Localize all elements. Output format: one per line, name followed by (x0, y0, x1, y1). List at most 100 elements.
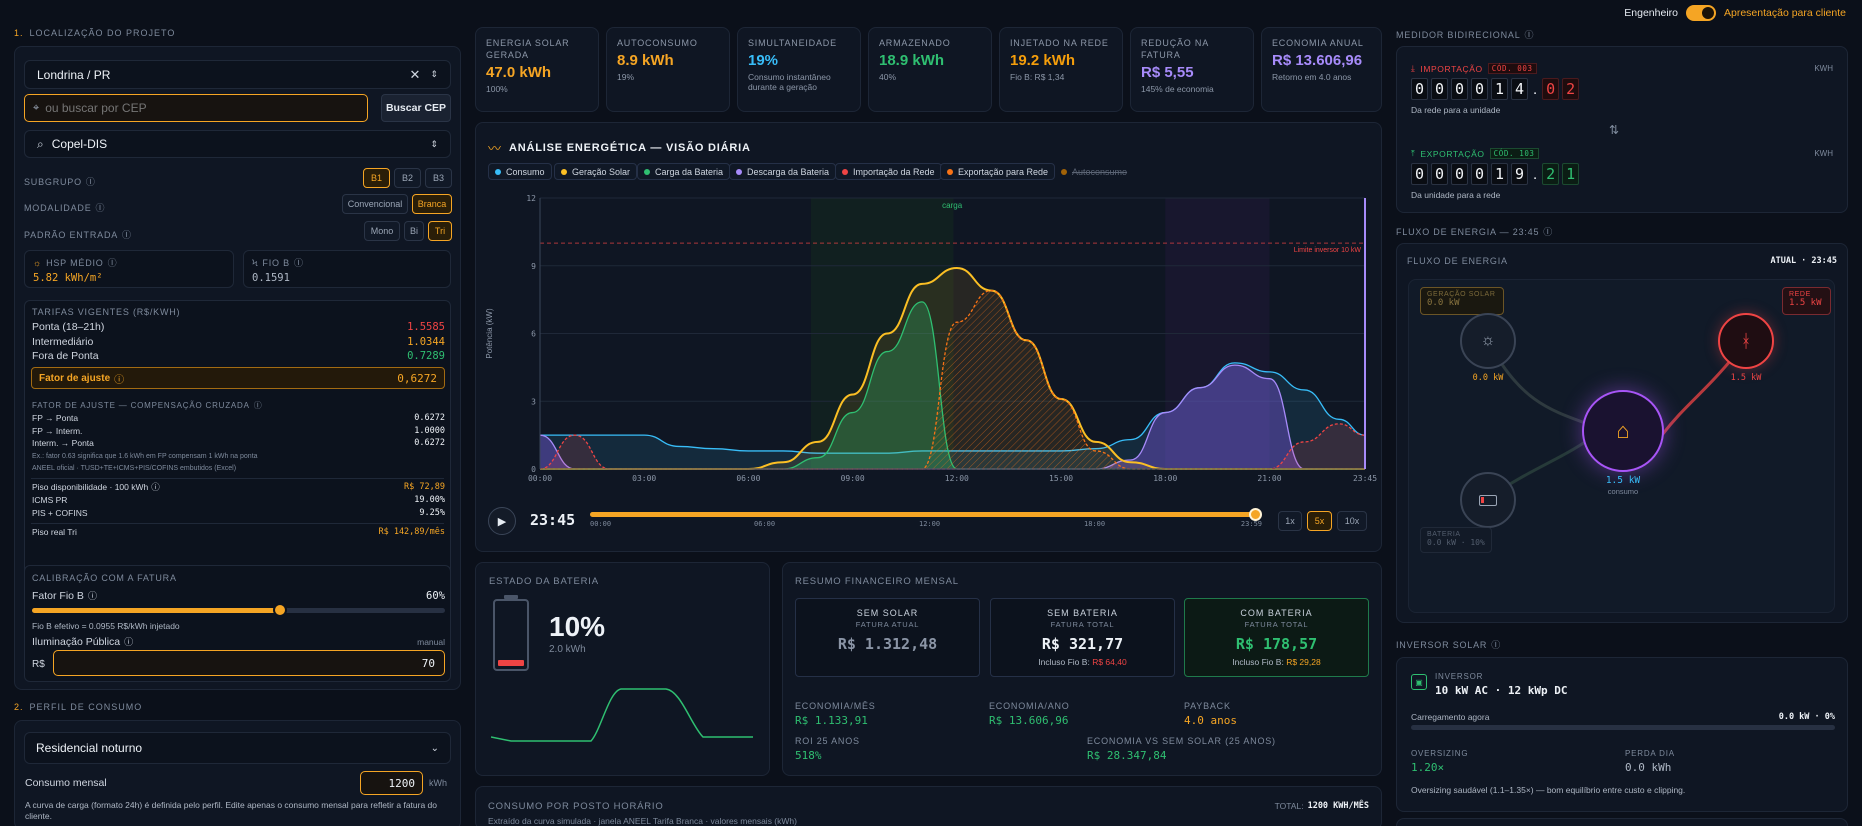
info-icon: ⓘ (1524, 30, 1535, 40)
y-tick-label: 12 (526, 194, 536, 203)
padrao-tri[interactable]: Tri (428, 221, 452, 241)
consumo-note: A curva de carga (formato 24h) é definid… (25, 800, 438, 821)
payback: PAYBACK 4.0 anos (1184, 701, 1237, 727)
info-icon: ⓘ (124, 637, 134, 647)
padrao-label: PADRÃO ENTRADA ⓘ (24, 229, 132, 241)
y-tick-label: 9 (531, 262, 536, 271)
mode-label[interactable]: Apresentação para cliente (1724, 7, 1846, 19)
speed-1x[interactable]: 1x (1278, 511, 1302, 531)
legend-descarga[interactable]: Descarga da Bateria (729, 163, 837, 180)
perda-dia: PERDA DIA 0.0 kWh (1625, 749, 1675, 774)
legend-importacao[interactable]: Importação da Rede (835, 163, 942, 180)
import-header: ⤓ IMPORTAÇÃO CÓD. 003 (1411, 63, 1537, 74)
grid-node-value: 1.5 kW (1730, 373, 1762, 383)
series-area-exportacao-para-rede (540, 290, 1365, 469)
timeline-thumb[interactable] (1249, 508, 1263, 521)
legend-autoconsumo[interactable]: Autoconsumo (1054, 163, 1134, 180)
inverter-load-row: Carregamento agora 0.0 kW · 0% (1411, 712, 1835, 722)
arrow-down-icon: ⤓ (1411, 63, 1416, 73)
fiob-slider[interactable] (32, 603, 445, 617)
modalidade-branca[interactable]: Branca (412, 194, 452, 214)
info-icon: ⓘ (1491, 640, 1502, 650)
city-select[interactable]: Londrina / PR ✕ ⇕ (24, 60, 451, 89)
padrao-mono[interactable]: Mono (364, 221, 400, 241)
fin-sem-solar: SEM SOLAR FATURA ATUAL R$ 1.312,48 (795, 598, 980, 677)
utility-select[interactable]: ⌕ Copel-DIS ⇕ (24, 130, 451, 158)
consumo-input[interactable]: 1200 (360, 771, 423, 795)
kpi-reducao: REDUÇÃO NA FATURA R$ 5,55 145% de economia (1130, 27, 1254, 112)
subgrupo-b1[interactable]: B1 (363, 168, 390, 188)
cruzada-list: FP → Ponta 0.6272 FP → Interm. 1.0000 Inte… (32, 413, 445, 448)
legend-geracao[interactable]: Geração Solar (554, 163, 638, 180)
inverter-card: ▣ INVERSOR 10 kW AC · 12 kWp DC Carregam… (1396, 657, 1848, 812)
play-button[interactable]: ▶ (488, 507, 516, 535)
impostos-list: Piso disponibilidade · 100 kWh ⓘ R$ 72,89 … (32, 482, 445, 518)
legend-consumo[interactable]: Consumo (488, 163, 552, 180)
solar-node[interactable]: ☼ (1460, 313, 1516, 369)
home-node[interactable]: ⌂ (1582, 390, 1664, 472)
subgrupo-b2[interactable]: B2 (394, 168, 421, 188)
mode-toggle[interactable] (1686, 5, 1716, 21)
cep-input[interactable] (45, 101, 336, 115)
inverter-label: INVERSOR (1435, 672, 1484, 681)
posto-title: CONSUMO POR POSTO HORÁRIO (488, 801, 664, 812)
info-icon: ⓘ (85, 177, 96, 187)
fiob-value: 0.1591 (252, 272, 290, 284)
x-tick-label: 03:00 (632, 474, 656, 483)
kpi-economia-anual: ECONOMIA ANUAL R$ 13.606,96 Retorno em 4.0… (1261, 27, 1382, 112)
posto-sub: Extraído da curva simulada · janela ANEE… (488, 816, 797, 826)
fin-sem-bateria: SEM BATERIA FATURA TOTAL R$ 321,77 Inclus… (990, 598, 1175, 677)
inverter-section-title: INVERSOR SOLAR ⓘ (1396, 639, 1502, 651)
inverter-spec: 10 kW AC · 12 kWp DC (1435, 684, 1568, 697)
info-icon: ⓘ (293, 258, 304, 268)
modalidade-convencional[interactable]: Convencional (342, 194, 408, 214)
toggle-label: Engenheiro (1624, 7, 1678, 19)
posto-total: TOTAL: 1200 KWH/MÊS (1274, 801, 1369, 811)
clear-icon[interactable]: ✕ (409, 66, 421, 82)
timeline-slider[interactable] (590, 508, 1263, 521)
y-tick-label: 6 (531, 330, 536, 339)
speed-5x[interactable]: 5x (1307, 511, 1332, 531)
fiob-efetivo: Fio B efetivo = 0.0955 R$/kWh injetado (32, 621, 180, 631)
flow-section-title: FLUXO DE ENERGIA — 23:45 ⓘ (1396, 226, 1554, 238)
x-tick-label: 12:00 (945, 474, 969, 483)
chevron-down-icon: ⌄ (430, 742, 439, 754)
legend-exportacao[interactable]: Exportação para Rede (940, 163, 1056, 180)
cep-field[interactable]: ⌖ (24, 94, 368, 122)
location-panel: Londrina / PR ✕⇕ ⌖ Buscar CEP ⌕Copel-DIS… (14, 46, 461, 690)
padrao-bi[interactable]: Bi (404, 221, 424, 241)
x-tick-label: 09:00 (841, 474, 865, 483)
oversizing: OVERSIZING 1.20× (1411, 749, 1469, 774)
chip-icon: ▣ (1411, 674, 1427, 690)
flow-status: ATUAL · 23:45 (1770, 256, 1837, 266)
piso-real-row: Piso real Tri R$ 142,89/mês (32, 527, 445, 537)
battery-soc-sparkline (491, 688, 753, 742)
ilum-input[interactable]: 70 (53, 650, 445, 676)
mode-toggle-group: Engenheiro Apresentação para cliente (1624, 5, 1846, 21)
kpi-energia-solar: ENERGIA SOLAR GERADA 47.0 kWh 100% (475, 27, 599, 112)
posto-card: CONSUMO POR POSTO HORÁRIO Extraído da cu… (475, 786, 1382, 826)
bolt-icon: ϟ (252, 257, 259, 268)
cep-search-button[interactable]: Buscar CEP (381, 94, 451, 122)
grid-node[interactable]: ᚼ (1718, 313, 1774, 369)
fin-com-bateria: COM BATERIA FATURA TOTAL R$ 178,57 Inclus… (1184, 598, 1369, 677)
perfil-select[interactable]: Residencial noturno ⌄ (24, 732, 451, 764)
inverter-load-bar (1411, 725, 1835, 730)
consumo-label: Consumo mensal (25, 777, 107, 789)
battery-node[interactable] (1460, 472, 1516, 528)
kpi-armazenado: ARMAZENADO 18.9 kWh 40% (868, 27, 992, 112)
subgrupo-b3[interactable]: B3 (425, 168, 452, 188)
info-icon: ⓘ (95, 203, 106, 213)
cruzada-notes: Ex.: fator 0.63 significa que 1.6 kWh em… (32, 453, 258, 472)
hsp-value: 5.82 kWh/m² (33, 272, 103, 284)
legend-carga[interactable]: Carga da Bateria (637, 163, 731, 180)
limit-label: Limite inversor 10 kW (1294, 247, 1362, 254)
import-unit: KWH (1814, 64, 1833, 73)
inverter-note: Oversizing saudável (1.1–1.35×) — bom eq… (1411, 785, 1686, 795)
consumo-unit: kWh (429, 778, 447, 788)
speed-10x[interactable]: 10x (1337, 511, 1367, 531)
fiob-slider-thumb[interactable] (272, 603, 287, 617)
tarifas-list: Ponta (18–21h) 1.5585 Intermediário 1.0344… (32, 321, 445, 362)
flow-card-title: FLUXO DE ENERGIA (1407, 256, 1508, 266)
